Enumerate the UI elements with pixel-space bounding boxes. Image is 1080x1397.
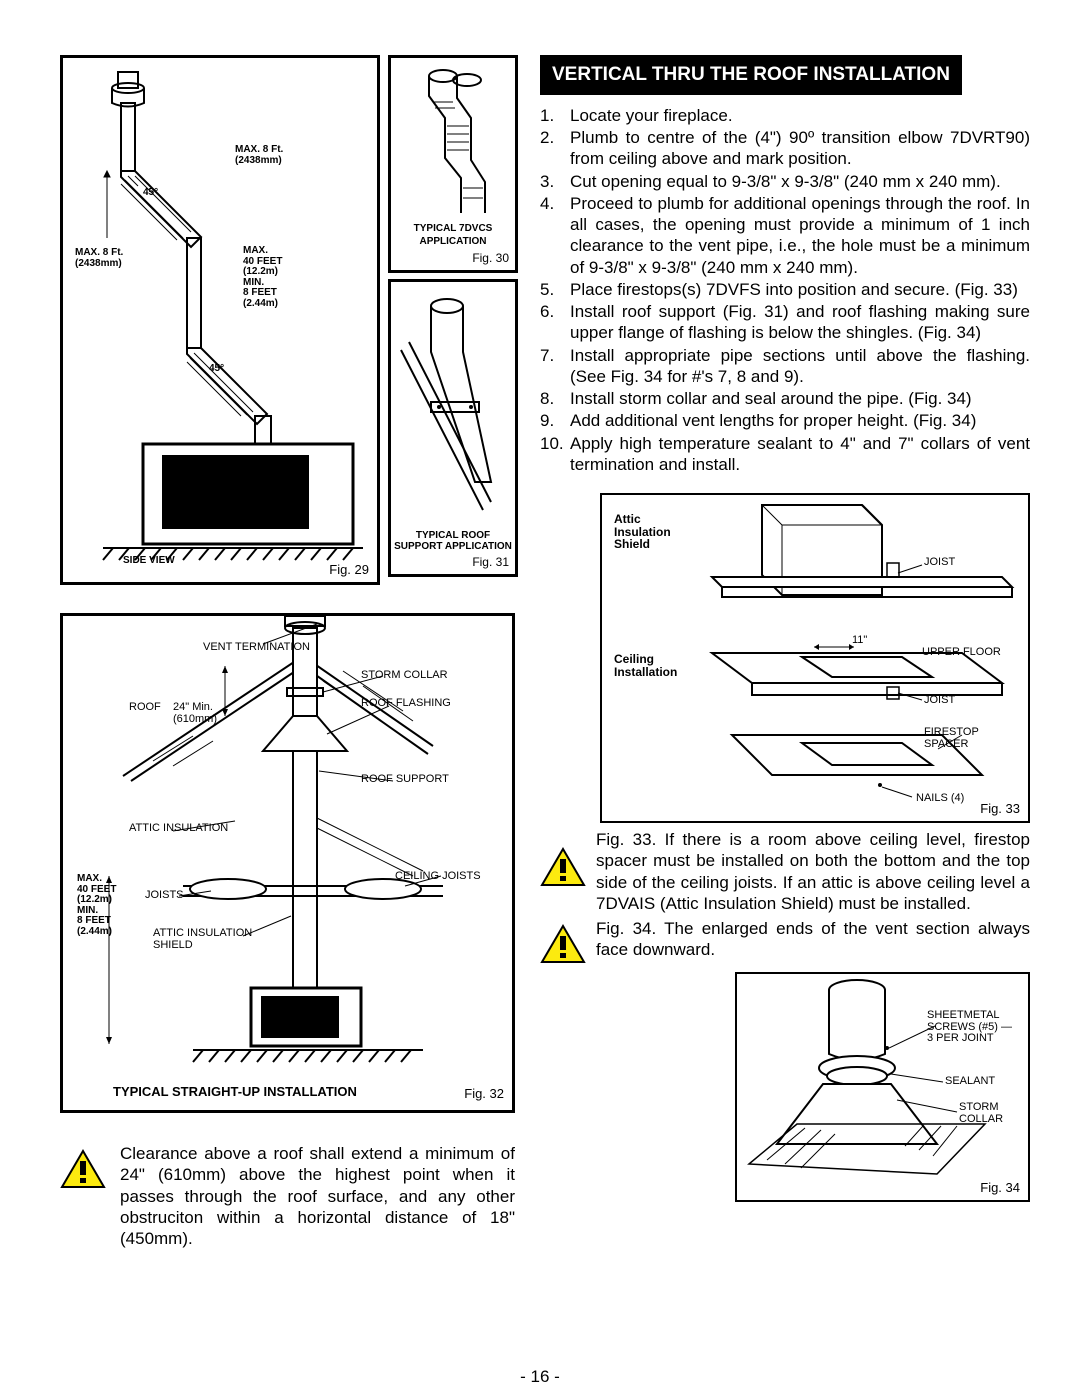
lbl-24min: 24" Min. (610mm) — [173, 702, 217, 725]
lbl-ceiling-install: Ceiling Installation — [614, 653, 677, 678]
lbl-11in: 11" — [852, 635, 867, 647]
figure-29: MAX. 8 Ft. (2438mm) MAX. 8 Ft. (2438mm) … — [60, 55, 380, 585]
label-side-view: SIDE VIEW — [123, 556, 175, 567]
step-num: 5. — [540, 279, 570, 300]
lbl-attic-ins: ATTIC INSULATION — [129, 823, 228, 835]
lbl-roof: ROOF — [129, 702, 161, 714]
warning-fig33: Fig. 33. If there is a room above ceilin… — [540, 829, 1030, 914]
lbl-roof-support: ROOF SUPPORT — [361, 774, 449, 786]
label-45-1: 45° — [143, 188, 158, 199]
lbl-attic-shield: Attic Insulation Shield — [614, 513, 671, 551]
label-max8-1: MAX. 8 Ft. (2438mm) — [235, 145, 283, 166]
lbl-ceiling-joists: CEILING JOISTS — [395, 871, 481, 883]
figure-34: SHEETMETAL SCREWS (#5) — 3 PER JOINT SEA… — [735, 972, 1030, 1202]
lbl-firestop: FIRESTOP SPACER — [924, 727, 979, 750]
figure-33: Attic Insulation Shield Ceiling Installa… — [600, 493, 1030, 823]
lbl-sealant: SEALANT — [945, 1076, 995, 1088]
fig32-title: TYPICAL STRAIGHT-UP INSTALLATION — [113, 1084, 357, 1100]
lbl-range: MAX. 40 FEET (12.2m) MIN. 8 FEET (2.44m) — [77, 874, 116, 937]
warning-fig33-text: Fig. 33. If there is a room above ceilin… — [596, 829, 1030, 914]
lbl-joist2: JOIST — [924, 695, 955, 707]
fig33-caption: Fig. 33 — [980, 801, 1020, 817]
warning-clearance: Clearance above a roof shall extend a mi… — [60, 1143, 515, 1249]
step-num: 2. — [540, 127, 570, 170]
step-num: 1. — [540, 105, 570, 126]
fig29-caption: Fig. 29 — [329, 562, 369, 578]
step-text: Add additional vent lengths for proper h… — [570, 410, 1030, 431]
fig31-caption: Fig. 31 — [472, 555, 509, 570]
left-column: MAX. 8 Ft. (2438mm) MAX. 8 Ft. (2438mm) … — [60, 55, 515, 1249]
lbl-upper-floor: UPPER FLOOR — [922, 647, 1001, 659]
step-num: 7. — [540, 345, 570, 388]
label-45-2: 45° — [209, 364, 224, 375]
step-num: 6. — [540, 301, 570, 344]
step-text: Cut opening equal to 9-3/8" x 9-3/8" (24… — [570, 171, 1030, 192]
figure-31: TYPICAL ROOF SUPPORT APPLICATION Fig. 31 — [388, 279, 518, 577]
section-heading: VERTICAL THRU THE ROOF INSTALLATION — [540, 55, 962, 95]
warning-fig34-text: Fig. 34. The enlarged ends of the vent s… — [596, 918, 1030, 961]
lbl-storm-collar: STORM COLLAR — [361, 670, 448, 682]
step-num: 9. — [540, 410, 570, 431]
label-center-range: MAX. 40 FEET (12.2m) MIN. 8 FEET (2.44m) — [243, 246, 282, 309]
step-text: Install storm collar and seal around the… — [570, 388, 1030, 409]
warning-icon — [540, 924, 586, 964]
lbl-joists: JOISTS — [145, 890, 184, 902]
warning-fig34: Fig. 34. The enlarged ends of the vent s… — [540, 918, 1030, 964]
fig30-title: TYPICAL 7DVCS APPLICATION — [391, 223, 515, 248]
lbl-storm: STORM COLLAR — [959, 1102, 1003, 1125]
lbl-screws: SHEETMETAL SCREWS (#5) — 3 PER JOINT — [927, 1010, 1012, 1045]
step-text: Install roof support (Fig. 31) and roof … — [570, 301, 1030, 344]
fig32-caption: Fig. 32 — [464, 1086, 504, 1102]
step-num: 4. — [540, 193, 570, 278]
step-num: 3. — [540, 171, 570, 192]
installation-steps: 1.Locate your fireplace. 2.Plumb to cent… — [540, 105, 1030, 475]
lbl-vent-term: VENT TERMINATION — [203, 642, 310, 654]
label-max8-2: MAX. 8 Ft. (2438mm) — [75, 248, 123, 269]
lbl-nails: NAILS (4) — [916, 793, 964, 805]
step-text: Place firestops(s) 7DVFS into position a… — [570, 279, 1030, 300]
fig34-caption: Fig. 34 — [980, 1180, 1020, 1196]
step-text: Locate your fireplace. — [570, 105, 1030, 126]
warning-icon — [60, 1149, 106, 1189]
step-num: 10. — [540, 433, 570, 476]
warning-icon — [540, 847, 586, 887]
step-text: Apply high temperature sealant to 4" and… — [570, 433, 1030, 476]
lbl-roof-flashing: ROOF FLASHING — [361, 698, 451, 710]
fig31-title: TYPICAL ROOF SUPPORT APPLICATION — [391, 531, 515, 552]
figure-32: VENT TERMINATION STORM COLLAR ROOF FLASH… — [60, 613, 515, 1113]
step-num: 8. — [540, 388, 570, 409]
figure-30: TYPICAL 7DVCS APPLICATION Fig. 30 — [388, 55, 518, 273]
step-text: Plumb to centre of the (4") 90º transiti… — [570, 127, 1030, 170]
right-column: VERTICAL THRU THE ROOF INSTALLATION 1.Lo… — [540, 55, 1030, 1249]
lbl-joist1: JOIST — [924, 557, 955, 569]
step-text: Proceed to plumb for additional openings… — [570, 193, 1030, 278]
fig30-caption: Fig. 30 — [472, 251, 509, 266]
page-number: - 16 - — [0, 1366, 1080, 1387]
step-text: Install appropriate pipe sections until … — [570, 345, 1030, 388]
warning-clearance-text: Clearance above a roof shall extend a mi… — [120, 1143, 515, 1249]
lbl-attic-shield: ATTIC INSULATION SHIELD — [153, 928, 252, 951]
